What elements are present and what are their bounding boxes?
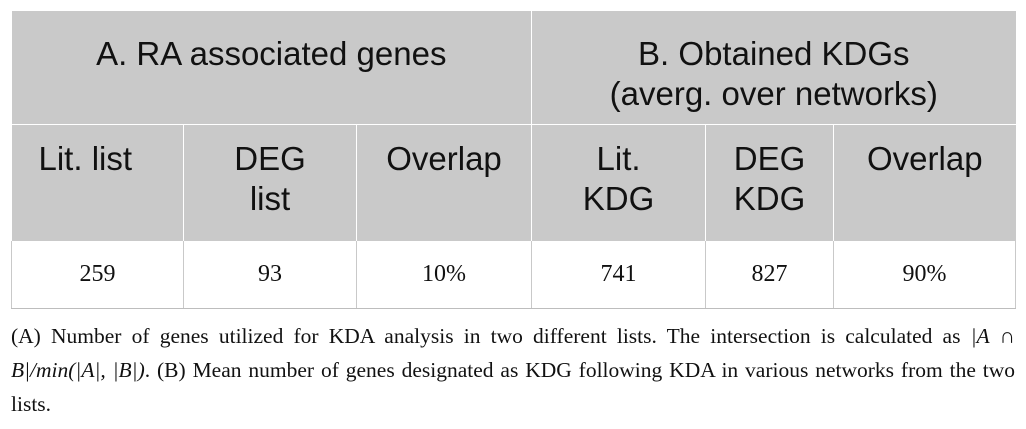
group-header-b-line2: (averg. over networks) [609,75,938,112]
caption-part1: (A) Number of genes utilized for KDA ana… [11,324,971,348]
sub-header-overlap-a: Overlap [355,124,532,241]
group-header-row: A. RA associated genes B. Obtained KDGs … [11,11,1016,125]
data-table-container: A. RA associated genes B. Obtained KDGs … [11,11,1017,309]
group-header-a-line1: A. RA associated genes [96,35,447,72]
cell-deg-kdg: 827 [705,241,834,309]
sub-header-lit-kdg-line1: Lit. [596,139,641,177]
caption-formula: |A ∩ B|/min(|A|, |B|) [11,324,1015,382]
group-header-b-line1: B. Obtained KDGs [638,35,910,72]
group-header-a: A. RA associated genes [11,11,532,125]
sub-header-deg-list-line2: list [249,179,291,217]
sub-header-overlap-b-line1: Overlap [867,139,983,177]
sub-header-row: Lit. list DEG list Overlap Lit. KDG DEG [11,124,1016,241]
cell-lit-list: 259 [11,241,184,309]
table-row: 259 93 10% 741 827 90% [11,241,1017,309]
sub-header-deg-kdg: DEG KDG [705,124,834,241]
sub-header-deg-kdg-line1: DEG [733,139,806,177]
cell-lit-kdg: 741 [531,241,706,309]
sub-header-overlap-a-line1: Overlap [386,139,502,177]
cell-overlap-b: 90% [833,241,1017,309]
sub-header-overlap-b: Overlap [833,124,1016,241]
sub-header-lit-list-line1: Lit. list [38,139,133,177]
sub-header-lit-list: Lit. list [11,124,184,241]
sub-header-deg-kdg-line2: KDG [733,179,806,217]
group-header-b: B. Obtained KDGs (averg. over networks) [531,11,1016,125]
sub-header-deg-list-line1: DEG [234,139,306,177]
cell-deg-list: 93 [183,241,357,309]
caption-part2: . (B) Mean number of genes designated as… [11,358,1015,416]
table-caption: (A) Number of genes utilized for KDA ana… [11,319,1015,421]
sub-header-lit-kdg: Lit. KDG [531,124,706,241]
kda-table: A. RA associated genes B. Obtained KDGs … [11,11,1017,309]
sub-header-deg-list: DEG list [183,124,357,241]
cell-overlap-a: 10% [355,241,532,309]
sub-header-lit-kdg-line2: KDG [582,179,655,217]
